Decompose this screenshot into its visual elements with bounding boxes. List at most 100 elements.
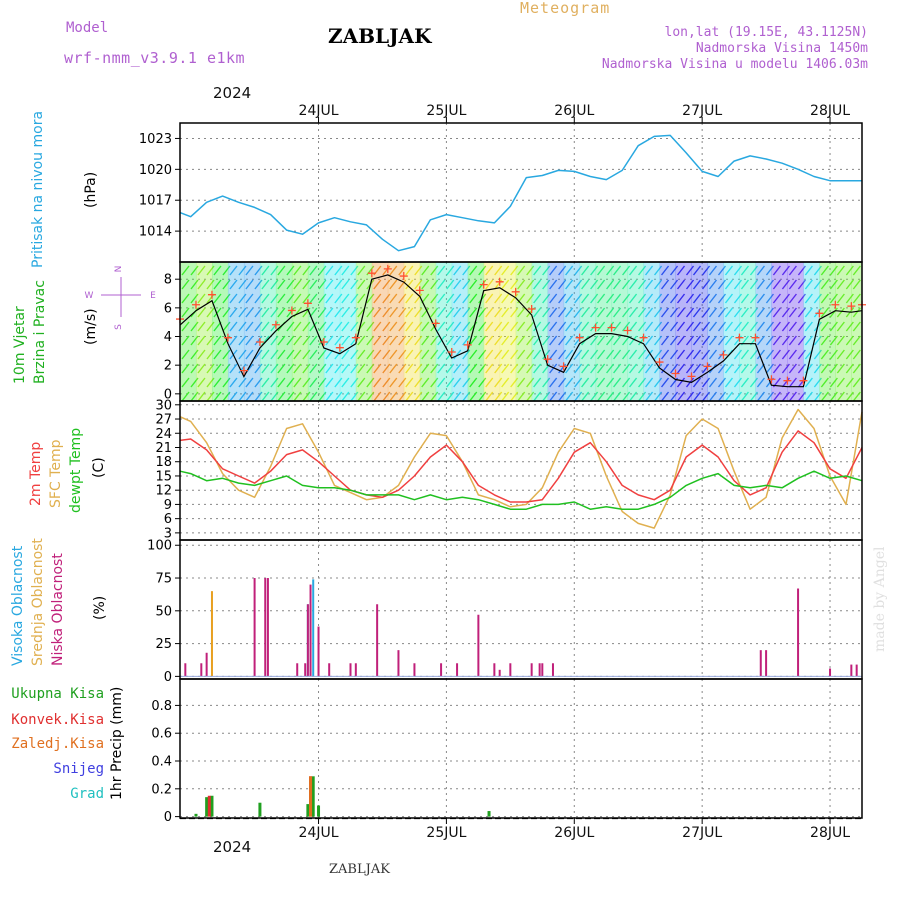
wind-gust-marker [415,286,424,295]
wind-barb [606,321,615,332]
wind-barb [357,307,366,318]
wind-panel: 0 2 4 6 8 [164,262,862,402]
wind-barb [341,377,350,388]
wind-barb [740,363,750,374]
wind-barb [510,349,519,360]
wind-barb [181,265,190,276]
wind-barb [421,377,430,388]
wind-barb [845,391,854,402]
wind-barb [421,265,430,276]
wind-barb [238,307,247,318]
wind-barb [542,377,551,388]
wind-barb [669,363,679,374]
wind-speed-band [499,262,517,401]
wind-barb [213,293,222,304]
wind-barb [254,349,263,360]
wind-barb [852,349,861,360]
wind-barb [653,363,663,374]
wind-barb [781,265,790,276]
wind-barb [462,335,471,346]
wind-barb [382,321,391,332]
wind-barb [405,321,414,332]
wind-barb [254,321,263,332]
legend-frozen-rain: Zaledj.Kisa [11,736,104,752]
wind-barb [398,279,407,290]
wind-barb [836,377,845,388]
wind-barb [533,265,542,276]
wind-barb [453,391,462,402]
wind-barb [590,335,599,346]
wind-barb [277,391,286,402]
wind-barb [366,307,375,318]
wind-barb [606,391,615,402]
wind-barb [277,363,286,374]
wind-speed-band [723,262,740,401]
wind-speed-band [227,262,245,401]
wind-barb [756,335,765,346]
wind-barb [206,377,215,388]
wind-speed-band [323,262,341,401]
wind-speed-band [643,262,661,401]
wind-barb [430,265,439,276]
wind-barb [190,321,199,332]
wind-barb [222,377,231,388]
wind-barb [813,279,822,290]
wind-gust-marker [463,340,472,349]
clouds-ytick-label: 75 [155,572,172,587]
wind-barb [437,307,446,318]
wind-barb [788,293,797,304]
temperature-ytick-label: 12 [155,484,172,499]
lonlat-label: lon,lat (19.15E, 43.1125N) [664,25,869,40]
wind-barb [334,293,343,304]
wind-barb [733,307,743,318]
wind-barb [740,377,750,388]
wind-barb [797,321,806,332]
wind-barb [581,349,590,360]
wind-barb [558,349,567,360]
wind-barb [845,265,854,276]
wind-barb [293,279,302,290]
wind-barb [629,363,638,374]
wind-barb [660,265,670,276]
wind-barb [701,307,711,318]
wind-barb [574,279,583,290]
wind-barb [254,391,263,402]
wind-barb [462,321,471,332]
wind-barb [638,363,647,374]
wind-barb [613,391,622,402]
wind-speed-band [483,262,501,401]
wind-barb [829,363,838,374]
wind-barb [749,307,759,318]
wind-barb [398,391,407,402]
wind-speed-band [243,262,261,401]
wind-barb [829,377,838,388]
wind-barb [581,307,590,318]
low-cloud-bar [328,663,331,677]
wind-barb [565,349,574,360]
wind-barb [836,363,845,374]
wind-barb [389,265,398,276]
wind-barb [676,321,686,332]
wind-barb [804,377,813,388]
legend-graupel: Grad [70,786,104,802]
total-precip-bar [306,804,310,817]
wind-barb [542,349,551,360]
meteogram-title: Meteogram [520,0,611,17]
wind-barb [565,377,574,388]
wind-barb [613,293,622,304]
wind-barb [190,335,199,346]
wind-barb [708,279,718,290]
wind-barb [382,349,391,360]
wind-barb [717,335,727,346]
wind-barb [533,377,542,388]
wind-barb [350,349,359,360]
wind-barb [581,293,590,304]
wind-gust-marker [767,375,776,384]
wind-speed-band [211,262,229,401]
wind-barb [494,391,503,402]
wind-barb [469,265,478,276]
wind-barb [797,335,806,346]
wind-barb [717,321,727,332]
wind-barb [245,349,254,360]
wind-barb [565,307,574,318]
